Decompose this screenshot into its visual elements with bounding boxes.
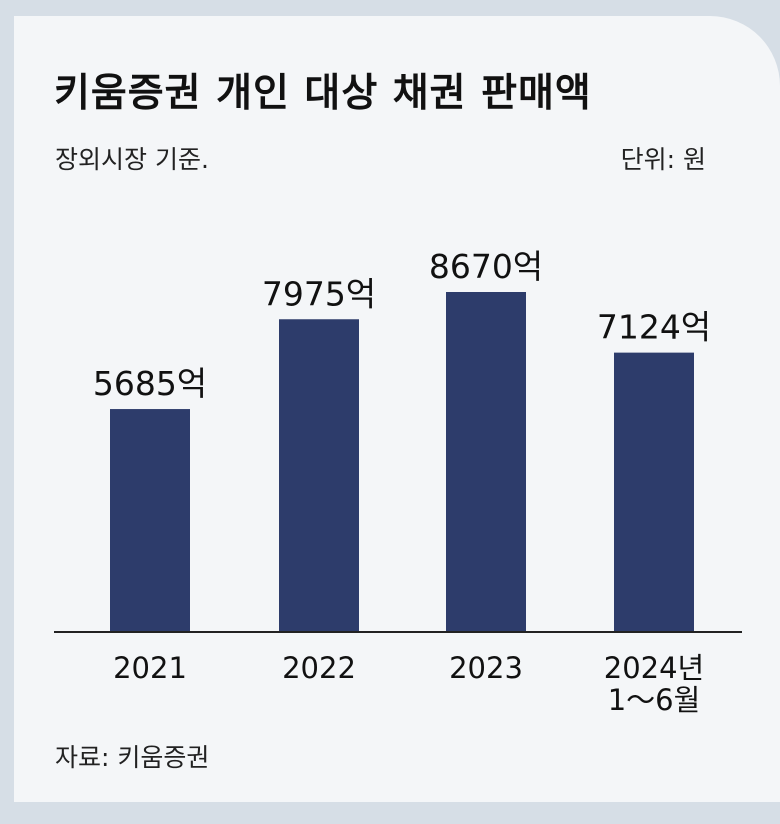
bar-0 xyxy=(110,409,190,632)
source-note: 자료: 키움증권 xyxy=(55,743,210,772)
bar-chart: 5685억 2021 7975억 2022 8670억 2023 7124억 2024년1～6… xyxy=(54,247,742,717)
x-tick-label-3-1: 1～6월 xyxy=(608,683,701,717)
x-tick-label-3-0: 2024년 xyxy=(604,651,704,685)
chart-title: 키움증권 개인 대상 채권 판매액 xyxy=(54,71,592,116)
x-tick-label-1: 2022 xyxy=(282,651,356,685)
value-label-1: 7975억 xyxy=(262,274,376,313)
bar-1 xyxy=(279,319,359,632)
bar-2 xyxy=(446,292,526,632)
x-tick-label-0: 2021 xyxy=(113,651,187,685)
unit-label: 단위: 원 xyxy=(620,145,706,174)
x-tick-label-2: 2023 xyxy=(449,651,523,685)
value-label-3: 7124억 xyxy=(597,308,711,347)
value-label-0: 5685억 xyxy=(93,364,207,403)
bar-3 xyxy=(614,352,694,632)
chart-subtitle: 장외시장 기준. xyxy=(55,145,209,174)
value-label-2: 8670억 xyxy=(429,247,543,286)
chart-card: 키움증권 개인 대상 채권 판매액 장외시장 기준. 단위: 원 5685억 20… xyxy=(14,16,780,802)
